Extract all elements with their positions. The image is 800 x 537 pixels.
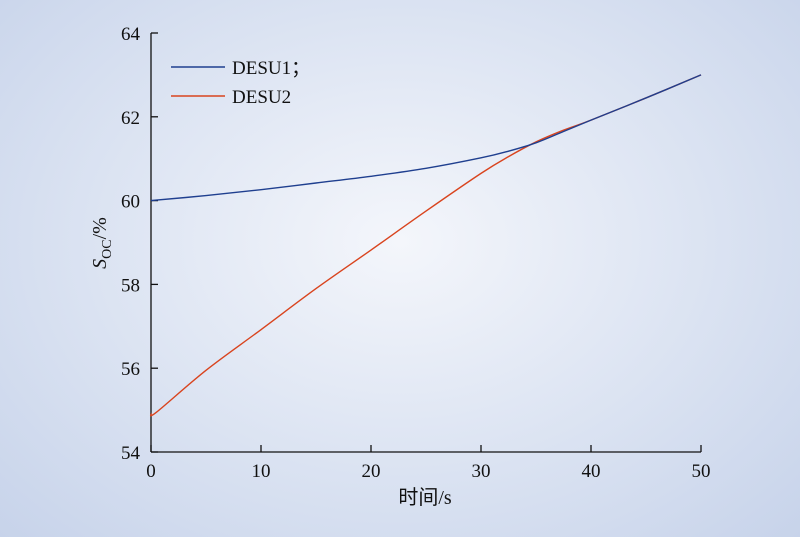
y-axis-title: SOC/% [89, 217, 115, 269]
x-tick-label: 50 [692, 461, 711, 482]
legend-label-1: DESU1； [232, 58, 310, 79]
x-tick-label: 20 [362, 461, 381, 482]
x-tick-label: 30 [472, 461, 491, 482]
y-axis-title-sub: OC [100, 239, 115, 258]
y-tick-label: 64 [121, 24, 141, 45]
series-layer [149, 74, 702, 417]
legend: DESU1； DESU2 [171, 58, 310, 108]
y-tick-label: 58 [121, 275, 140, 296]
y-tick-label: 54 [121, 443, 141, 464]
legend-label-2: DESU2 [232, 87, 291, 108]
series-line-2 [149, 74, 702, 417]
series-line-1 [150, 74, 702, 202]
y-axis-title-suffix: /% [89, 217, 111, 239]
y-axis-title-main: S [89, 259, 111, 269]
x-tick-label: 40 [582, 461, 601, 482]
x-axis-title: 时间/s [398, 486, 452, 509]
y-tick-label: 62 [121, 108, 140, 129]
y-tick-label: 60 [121, 192, 140, 213]
x-tick-label: 0 [146, 461, 156, 482]
axes: 0 10 20 30 40 50 54 56 58 60 62 64 [121, 24, 711, 482]
x-tick-label: 10 [252, 461, 271, 482]
y-tick-label: 56 [121, 359, 140, 380]
